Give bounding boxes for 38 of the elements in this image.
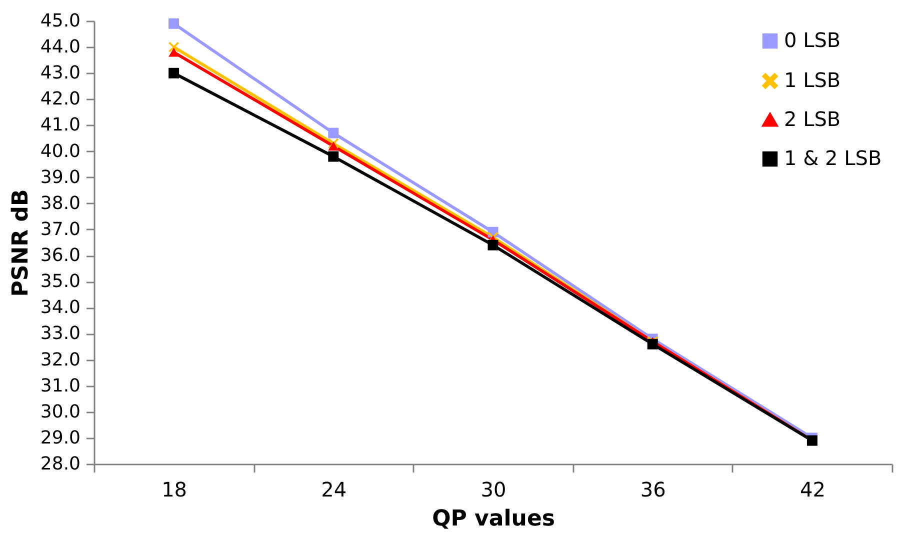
y-tick-label: 45.0	[40, 10, 80, 32]
y-tick-label: 42.0	[40, 88, 80, 110]
point	[168, 18, 180, 29]
y-tick-label: 33.0	[40, 323, 80, 344]
point	[168, 68, 180, 78]
y-tick-label: 40.0	[40, 140, 80, 162]
y-tick-label: 28.0	[40, 454, 80, 474]
x-tick-label: 24	[321, 478, 347, 502]
x-axis-title: QP values	[432, 506, 555, 532]
legend-label: 1 LSB	[784, 68, 841, 92]
y-tick-label: 30.0	[40, 401, 80, 422]
legend-label: 0 LSB	[784, 28, 841, 52]
x-tick-label: 18	[162, 478, 188, 502]
point	[647, 338, 658, 350]
y-tick-label: 31.0	[40, 375, 80, 396]
y-tick-label: 44.0	[40, 36, 80, 58]
point	[168, 42, 180, 52]
x-tick-label: 36	[640, 478, 666, 502]
y-axis-title: PSNR dB	[8, 189, 34, 297]
x-tick-label: 42	[800, 478, 826, 502]
point	[488, 240, 498, 250]
y-tick-label: 37.0	[40, 218, 80, 240]
y-tick-label: 35.0	[40, 271, 80, 292]
y-tick-label: 43.0	[40, 62, 80, 84]
y-tick-label: 36.0	[40, 245, 80, 266]
legend-label: 1 & 2 LSB	[784, 146, 882, 170]
y-tick-label: 29.0	[40, 427, 80, 448]
point	[328, 142, 339, 151]
point	[328, 128, 339, 138]
y-tick-label: 41.0	[40, 114, 80, 136]
y-tick-label: 39.0	[40, 166, 80, 188]
y-tick-label: 38.0	[40, 192, 80, 214]
legend-label: 2 LSB	[784, 107, 841, 131]
y-tick-label: 34.0	[40, 297, 80, 318]
point	[328, 151, 339, 162]
x-tick-label: 30	[480, 478, 506, 502]
y-tick-label: 32.0	[40, 349, 80, 370]
point	[168, 48, 180, 57]
